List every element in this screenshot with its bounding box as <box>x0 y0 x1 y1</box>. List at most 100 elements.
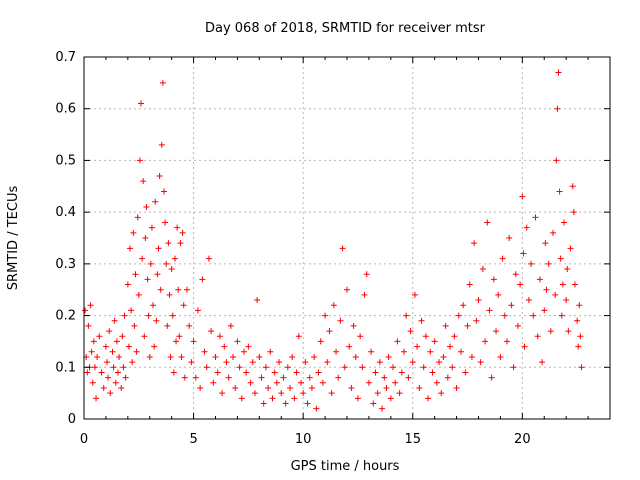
data-point <box>90 338 97 345</box>
x-tick-label: 10 <box>295 432 312 447</box>
data-point <box>203 364 210 371</box>
data-point <box>162 219 169 226</box>
y-tick-label: 0.6 <box>55 102 76 117</box>
data-point <box>116 353 123 360</box>
data-point <box>530 312 537 319</box>
data-point <box>311 353 318 360</box>
data-point <box>578 364 585 371</box>
data-point <box>163 260 170 267</box>
data-point <box>295 333 302 340</box>
data-point <box>464 322 471 329</box>
data-point <box>330 302 337 309</box>
data-point <box>153 317 160 324</box>
data-point <box>319 379 326 386</box>
data-point <box>411 291 418 298</box>
data-point <box>317 338 324 345</box>
data-point <box>361 291 368 298</box>
data-point <box>107 390 114 397</box>
y-tick-label: 0.7 <box>55 50 76 65</box>
data-point <box>352 353 359 360</box>
data-point <box>532 214 539 221</box>
data-point <box>346 343 353 350</box>
data-point <box>306 374 313 381</box>
data-point <box>94 353 101 360</box>
data-point <box>433 379 440 386</box>
data-point <box>528 260 535 267</box>
data-point <box>427 348 434 355</box>
data-point <box>234 338 241 345</box>
data-point <box>146 353 153 360</box>
data-point <box>339 245 346 252</box>
data-point <box>438 390 445 397</box>
data-point <box>134 214 141 221</box>
data-point <box>431 338 438 345</box>
data-point <box>175 286 182 293</box>
data-point <box>158 141 165 148</box>
data-point <box>122 374 129 381</box>
data-point <box>553 157 560 164</box>
data-point <box>243 369 250 376</box>
data-point <box>265 384 272 391</box>
data-point <box>280 374 287 381</box>
data-point <box>145 312 152 319</box>
data-point <box>400 348 407 355</box>
data-point <box>462 369 469 376</box>
axes <box>83 56 611 420</box>
data-point <box>519 193 526 200</box>
data-point <box>165 240 172 247</box>
x-tick-label: 20 <box>514 432 531 447</box>
data-point <box>542 240 549 247</box>
data-point <box>514 322 521 329</box>
data-point <box>547 328 554 335</box>
data-point <box>245 343 252 350</box>
data-point <box>159 79 166 86</box>
data-point <box>188 359 195 366</box>
data-point <box>168 266 175 273</box>
data-point <box>398 369 405 376</box>
data-point <box>155 245 162 252</box>
data-point <box>167 353 174 360</box>
data-point <box>91 364 98 371</box>
data-point <box>104 359 111 366</box>
data-point <box>129 359 136 366</box>
data-point <box>381 374 388 381</box>
data-point <box>144 276 151 283</box>
data-point <box>201 348 208 355</box>
data-point <box>455 312 462 319</box>
data-point <box>328 390 335 397</box>
data-point <box>534 333 541 340</box>
data-point <box>365 379 372 386</box>
data-point <box>536 276 543 283</box>
x-tick-label: 15 <box>404 432 421 447</box>
x-tick-label: 5 <box>189 432 197 447</box>
data-point <box>82 307 89 314</box>
data-point <box>154 271 161 278</box>
data-point <box>457 348 464 355</box>
data-point <box>422 333 429 340</box>
data-point <box>479 266 486 273</box>
data-point <box>124 281 131 288</box>
data-point <box>488 374 495 381</box>
data-point <box>558 312 565 319</box>
data-point <box>132 271 139 278</box>
data-point <box>262 364 269 371</box>
data-point <box>567 245 574 252</box>
data-point <box>543 286 550 293</box>
data-point <box>460 302 467 309</box>
data-point <box>131 322 138 329</box>
data-point <box>170 369 177 376</box>
data-point <box>512 271 519 278</box>
tick-labels: 0 5 10 15 20 0 0.1 0.2 0.3 0.4 0.5 0.6 0.7 <box>55 50 530 447</box>
data-point <box>184 286 191 293</box>
y-tick-label: 0.5 <box>55 153 76 168</box>
data-point <box>181 374 188 381</box>
data-point <box>304 400 311 407</box>
data-point <box>541 307 548 314</box>
data-point <box>326 328 333 335</box>
data-point <box>517 281 524 288</box>
data-point <box>137 100 144 107</box>
data-point <box>232 384 239 391</box>
data-point <box>473 317 480 324</box>
data-point <box>114 369 121 376</box>
